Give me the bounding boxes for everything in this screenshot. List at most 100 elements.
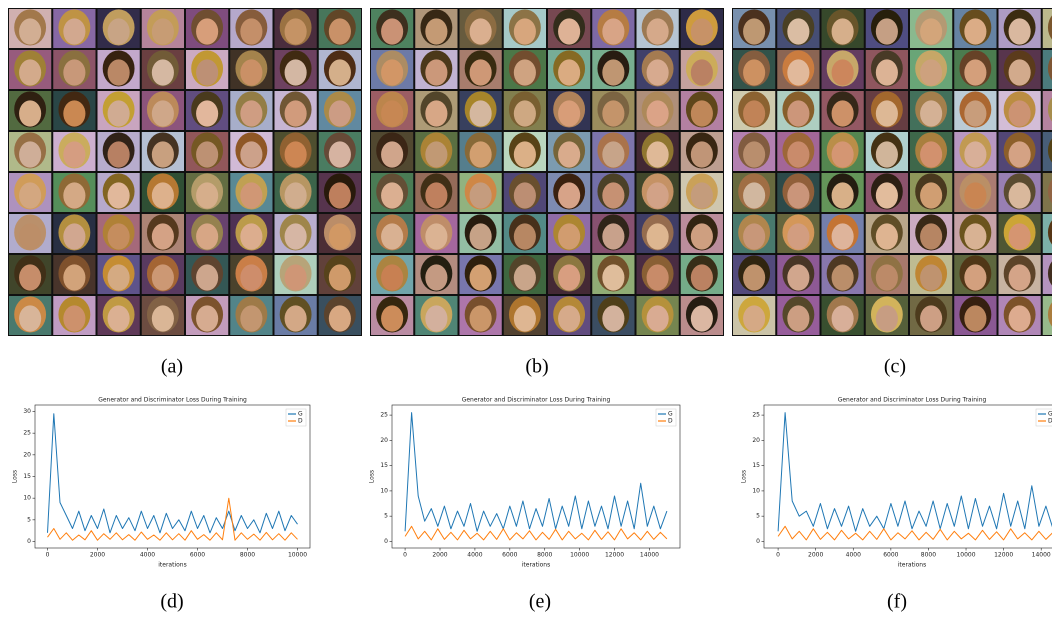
y-axis-label: Loss [369, 470, 376, 483]
y-tick-label: 15 [380, 462, 388, 469]
face [690, 223, 713, 250]
face [240, 18, 263, 45]
face [19, 141, 42, 168]
face [920, 182, 943, 209]
face [743, 18, 766, 45]
y-tick-label: 20 [23, 451, 31, 458]
face [558, 182, 581, 209]
y-axis-label: Loss [741, 470, 748, 483]
face [831, 182, 854, 209]
face [328, 100, 351, 127]
y-tick-label: 5 [384, 513, 388, 520]
face-tile [1042, 50, 1052, 89]
x-tick-label: 12000 [994, 552, 1013, 559]
face [425, 305, 448, 332]
face [151, 59, 174, 86]
face [964, 223, 987, 250]
y-tick-label: 25 [23, 430, 31, 437]
face [107, 305, 130, 332]
x-tick-label: 6000 [502, 552, 517, 559]
caption: (c) [884, 356, 906, 378]
face [558, 223, 581, 250]
face [690, 100, 713, 127]
x-tick-label: 14000 [640, 552, 659, 559]
chart-title: Generator and Discriminator Loss During … [462, 397, 611, 404]
face [284, 305, 307, 332]
face [920, 18, 943, 45]
face [558, 305, 581, 332]
face [1008, 100, 1031, 127]
loss-chart: Generator and Discriminator Loss During … [12, 397, 311, 569]
face [602, 223, 625, 250]
face [19, 264, 42, 291]
face [151, 264, 174, 291]
face [558, 100, 581, 127]
legend-box [285, 408, 307, 427]
face [831, 223, 854, 250]
face-tile [1042, 255, 1052, 294]
face [107, 182, 130, 209]
face [646, 59, 669, 86]
plot-frame [763, 404, 1052, 549]
face [328, 264, 351, 291]
face [690, 59, 713, 86]
face [602, 18, 625, 45]
chart-title: Generator and Discriminator Loss During … [98, 397, 247, 404]
face [107, 59, 130, 86]
x-tick-label: 8000 [537, 552, 552, 559]
face [19, 305, 42, 332]
face [240, 305, 263, 332]
x-tick-label: 0 [776, 552, 780, 559]
face [240, 59, 263, 86]
face [196, 264, 219, 291]
face [513, 264, 536, 291]
face [425, 141, 448, 168]
x-axis-label: iterations [898, 562, 926, 569]
face-tile [1042, 296, 1052, 335]
hair [1047, 97, 1052, 122]
face [284, 264, 307, 291]
face [425, 100, 448, 127]
legend-label: D [298, 418, 303, 425]
face [425, 264, 448, 291]
face [196, 182, 219, 209]
legend-label: D [668, 418, 673, 425]
face [558, 18, 581, 45]
y-tick-label: 10 [752, 487, 760, 494]
face [920, 264, 943, 291]
face [787, 141, 810, 168]
face [151, 100, 174, 127]
x-tick-label: 8000 [921, 552, 936, 559]
x-tick-label: 12000 [605, 552, 624, 559]
face [875, 141, 898, 168]
face [1008, 141, 1031, 168]
x-tick-label: 10000 [956, 552, 975, 559]
face [469, 264, 492, 291]
face [151, 141, 174, 168]
face [19, 100, 42, 127]
face [831, 305, 854, 332]
y-tick-label: 20 [752, 437, 760, 444]
legend-label: G [668, 411, 673, 418]
face [381, 141, 404, 168]
loss-line [404, 412, 668, 532]
y-tick-label: 15 [23, 473, 31, 480]
face [151, 305, 174, 332]
y-tick-label: 10 [23, 495, 31, 502]
face [381, 305, 404, 332]
face [240, 264, 263, 291]
y-tick-label: 0 [27, 538, 31, 545]
x-tick-label: 14000 [1032, 552, 1051, 559]
face [743, 141, 766, 168]
face [646, 264, 669, 291]
face [19, 18, 42, 45]
face [151, 223, 174, 250]
y-tick-label: 5 [756, 513, 760, 520]
loss-chart: Generator and Discriminator Loss During … [369, 397, 681, 569]
face [107, 100, 130, 127]
face [920, 223, 943, 250]
face [240, 100, 263, 127]
face [151, 182, 174, 209]
face [425, 59, 448, 86]
face [743, 59, 766, 86]
